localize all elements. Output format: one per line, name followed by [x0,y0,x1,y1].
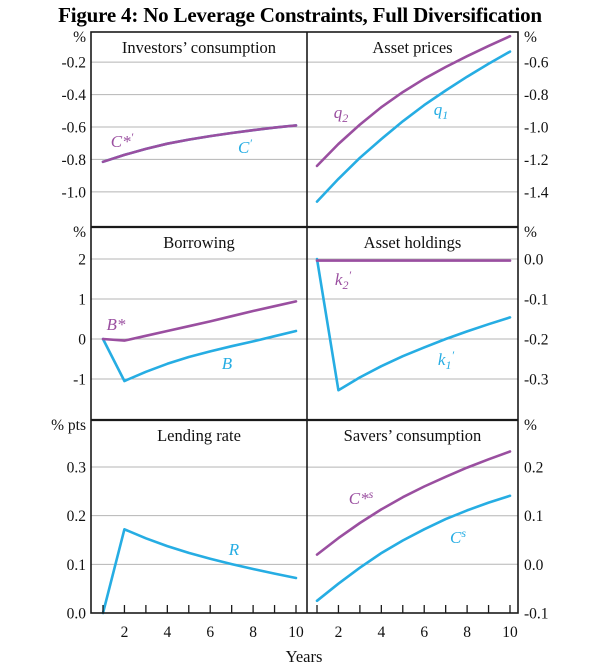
y-tick-label: -0.1 [524,605,549,622]
series-C-star-prime [101,124,298,164]
x-tick-label: 6 [206,624,214,641]
panel-title-asset-holdings: Asset holdings [364,233,462,252]
y-tick-label: 0.2 [524,460,543,477]
y-tick-label: 0.0 [67,606,87,623]
series-label-B: B [222,354,233,373]
y-tick-label: 0 [78,332,86,349]
panel-title-investors-consumption: Investors’ consumption [122,38,276,57]
y-tick-label: -0.3 [524,372,549,389]
axis-unit-label: % [524,224,537,241]
y-tick-label: 0.2 [67,508,86,525]
x-tick-label: 10 [502,624,518,641]
y-tick-label: -1 [73,372,86,389]
series-label-R: R [228,540,240,559]
series-k1-prime [315,257,512,392]
x-tick-label: 2 [335,624,343,641]
series-C-star-s [315,450,512,556]
y-tick-label: 2 [78,252,86,269]
panel-title-savers-consumption: Savers’ consumption [344,426,482,445]
series-R [101,528,298,615]
y-tick-label: -1.2 [524,152,549,169]
series-B-star [101,300,298,342]
y-tick-label: 0.0 [524,557,544,574]
x-tick-label: 6 [420,624,428,641]
x-tick-label: 8 [463,624,471,641]
y-tick-label: -1.4 [524,184,549,201]
panel-title-asset-prices: Asset prices [372,38,452,57]
x-tick-label: 4 [163,624,171,641]
axis-unit-label: % [73,29,86,46]
series-label-q2: q2 [334,103,349,125]
series-q2 [315,34,512,168]
y-tick-label: -0.1 [524,292,549,309]
series-label-B-star: B* [107,315,126,334]
series-label-C-star-prime: C*′ [111,130,134,151]
y-tick-label: 0.0 [524,252,544,269]
x-tick-label: 8 [249,624,257,641]
x-tick-label: 10 [288,624,304,641]
y-tick-label: 0.1 [67,557,86,574]
y-tick-label: -0.6 [524,55,549,72]
y-tick-label: -0.6 [61,119,86,136]
y-tick-label: 0.3 [67,460,87,477]
plot-border [90,31,519,614]
y-tick-label: -0.2 [524,332,549,349]
y-tick-label: -1.0 [524,119,549,136]
panel-title-borrowing: Borrowing [163,233,235,252]
axis-unit-label: % [73,224,86,241]
x-axis-label: Years [286,647,323,666]
y-tick-label: -0.2 [61,55,86,72]
y-tick-label: -0.4 [61,87,86,104]
series-label-C-prime: C′ [238,136,252,157]
axis-unit-label: % [524,417,537,434]
series-label-k2-prime: k2′ [335,268,352,292]
series-label-q1: q1 [434,100,449,122]
figure-title: Figure 4: No Leverage Constraints, Full … [58,3,542,27]
series-label-C-star-s: C*s [349,487,374,508]
y-tick-label: -1.0 [61,184,86,201]
series-q1 [315,50,512,203]
series-C-s [315,494,512,603]
series-label-k1-prime: k1′ [438,348,455,372]
x-tick-label: 4 [377,624,385,641]
panel-title-lending-rate: Lending rate [157,426,241,445]
y-tick-label: 0.1 [524,508,543,525]
chart-generated: 2 4 6 8 10 2 4 6 8 10-0.2-0.4-0.6-0.8-1.0%-0.6-0.… [51,29,549,641]
x-tick-label: 2 [121,624,129,641]
axis-unit-label: % pts [51,417,86,434]
y-tick-label: -0.8 [61,152,86,169]
y-tick-label: -0.8 [524,87,549,104]
axis-unit-label: % [524,29,537,46]
series-B [101,329,298,383]
series-label-C-s: Cs [450,526,466,547]
y-tick-label: 1 [78,292,86,309]
